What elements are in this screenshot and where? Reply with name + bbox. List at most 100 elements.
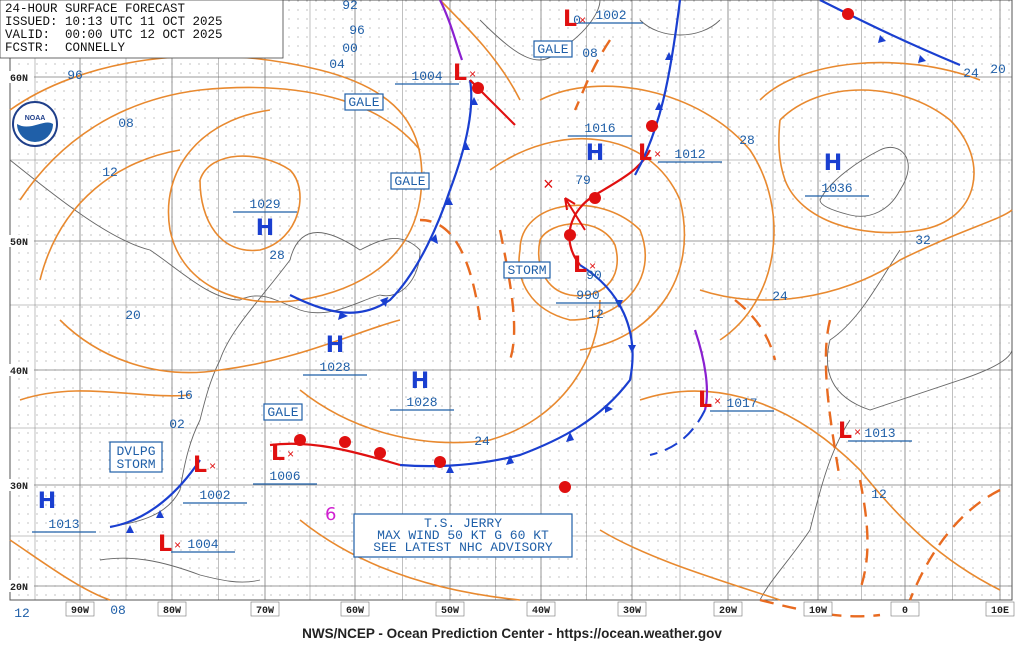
longitude-label: 30W	[623, 606, 641, 617]
pressure-symbol: L	[698, 388, 712, 413]
warning-label: GALE	[394, 174, 425, 189]
advisory-line: MAX WIND 50 KT G 60 KT	[377, 528, 549, 543]
warning-box	[344, 93, 384, 111]
lat-label-bg	[8, 479, 34, 491]
low-x: ×	[469, 68, 476, 82]
dot-grid	[10, 0, 1012, 600]
logo-wave	[17, 122, 53, 142]
low-x: ×	[854, 426, 861, 440]
advisory-line: T.S. JERRY	[424, 516, 502, 531]
longitude-label: 50W	[441, 606, 459, 617]
warning-label: STORM	[507, 263, 546, 278]
pressure-symbol: H	[256, 216, 274, 241]
developing-storm-label: DVLPG	[116, 444, 155, 459]
footer-bg	[0, 622, 1024, 652]
header-line: VALID: 00:00 UTC 12 OCT 2025	[5, 28, 223, 42]
low-x: ×	[174, 539, 181, 553]
warning-box	[503, 261, 551, 279]
longitude-label: 70W	[256, 606, 274, 617]
pressure-value: 1013	[864, 426, 895, 441]
isobar-label: 12	[14, 606, 30, 621]
lon-label-bg	[890, 601, 920, 617]
latitude-label: 30N	[10, 482, 28, 493]
isobar-label: 16	[177, 388, 193, 403]
low-x: ×	[287, 448, 294, 462]
isobar-label: 12	[588, 307, 604, 322]
isobar-label: 24	[474, 434, 490, 449]
pressure-symbol: L	[453, 61, 467, 86]
pressure-value: 1013	[48, 517, 79, 532]
pressure-symbol: L	[638, 141, 652, 166]
pressure-symbol: H	[38, 489, 56, 514]
warning-box	[263, 403, 303, 421]
lon-label-bg	[803, 601, 833, 617]
lat-label-bg	[8, 580, 34, 592]
header-line: 24-HOUR SURFACE FORECAST	[5, 2, 186, 16]
latitude-label: 50N	[10, 238, 28, 249]
longitude-label: 10W	[809, 606, 827, 617]
isobar-label: 32	[915, 233, 931, 248]
lat-label-bg	[8, 235, 34, 247]
longitude-label: 40W	[532, 606, 550, 617]
header-line: FCSTR: CONNELLY	[5, 41, 126, 55]
pressure-symbol: L	[193, 453, 207, 478]
low-x: ×	[654, 148, 661, 162]
logo-text: NOAA	[25, 115, 46, 122]
header-box	[0, 0, 284, 59]
isobar-label: 0	[573, 13, 581, 28]
map-frame	[9, 0, 1013, 601]
isobar-label: 12	[871, 487, 887, 502]
isobar-label: 90	[586, 268, 602, 283]
pressure-value: 1028	[406, 395, 437, 410]
isobar-label: 20	[125, 308, 141, 323]
lon-label-bg	[526, 601, 556, 617]
warning-label: GALE	[537, 42, 568, 57]
isobar-label: 00	[342, 41, 358, 56]
advisory-line: SEE LATEST NHC ADVISORY	[373, 540, 553, 555]
pressure-symbol: L	[838, 419, 852, 444]
isobar-label: 28	[269, 248, 285, 263]
lon-label-bg	[65, 601, 95, 617]
isobar-label: 20	[990, 62, 1006, 77]
pressure-value: 1029	[249, 197, 280, 212]
isobar-label: 96	[349, 23, 365, 38]
footer: NWS/NCEP - Ocean Prediction Center - htt…	[302, 626, 722, 641]
pressure-symbol: H	[411, 369, 429, 394]
pressure-value: 1002	[199, 488, 230, 503]
isobar-label: 08	[582, 46, 598, 61]
lon-label-bg	[250, 601, 280, 617]
pressure-value: 1016	[584, 121, 615, 136]
latitude-label: 20N	[10, 583, 28, 594]
pressure-value: 1004	[187, 537, 218, 552]
lon-label-bg	[340, 601, 370, 617]
tropical-storm-symbol: 6	[325, 504, 336, 525]
isobar-label: 08	[118, 116, 134, 131]
isobar-label: 96	[67, 68, 83, 83]
longitude-label: 10E	[991, 606, 1009, 617]
pressure-value: 1012	[674, 147, 705, 162]
isobar-label: 24	[772, 289, 788, 304]
latitude-label: 60N	[10, 74, 28, 85]
warning-box	[390, 172, 430, 190]
advisory-box	[353, 513, 573, 558]
isobar-label: 08	[110, 603, 126, 618]
pressure-symbol: L	[158, 532, 172, 557]
pressure-value: 1036	[821, 181, 852, 196]
longitude-label: 0	[902, 606, 908, 617]
developing-storm-box	[109, 441, 163, 473]
low-x: ×	[209, 460, 216, 474]
longitude-label: 90W	[71, 606, 89, 617]
warning-label: GALE	[348, 95, 379, 110]
pressure-symbol: L	[573, 253, 587, 278]
pressure-value: 1004	[411, 69, 442, 84]
warning-box	[533, 40, 573, 58]
isobar-label: 02	[169, 417, 185, 432]
pressure-value: 1002	[595, 8, 626, 23]
pressure-value: 1017	[726, 396, 757, 411]
lon-label-bg	[435, 601, 465, 617]
low-x: ×	[714, 395, 721, 409]
low-x: ×	[579, 14, 586, 28]
pressure-symbol: H	[824, 151, 842, 176]
lon-label-bg	[713, 601, 743, 617]
